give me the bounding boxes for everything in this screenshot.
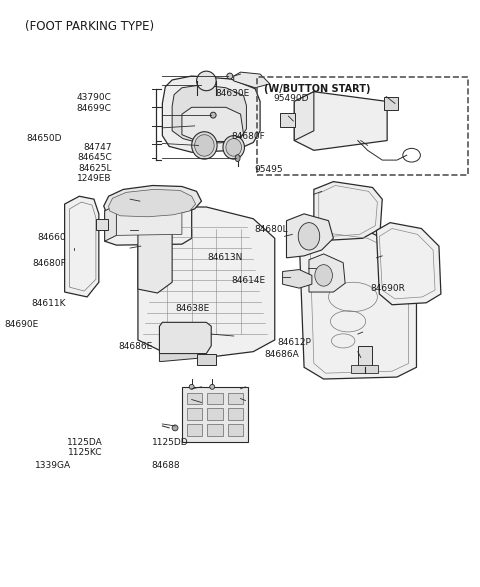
Bar <box>280 113 295 127</box>
Text: 84625L: 84625L <box>78 164 112 173</box>
Polygon shape <box>159 353 206 362</box>
Polygon shape <box>108 190 195 217</box>
Polygon shape <box>105 204 192 245</box>
Text: 43790C: 43790C <box>77 93 112 102</box>
Text: 84747: 84747 <box>83 143 112 151</box>
Bar <box>182 387 248 441</box>
Text: 84660: 84660 <box>37 233 66 242</box>
Bar <box>351 365 378 373</box>
Text: 1125KC: 1125KC <box>68 448 102 457</box>
Polygon shape <box>159 322 211 353</box>
Polygon shape <box>309 254 345 292</box>
Ellipse shape <box>210 384 215 389</box>
Polygon shape <box>234 72 270 88</box>
Text: 84680L: 84680L <box>255 225 288 234</box>
Ellipse shape <box>226 139 241 156</box>
Text: 84611K: 84611K <box>32 299 66 308</box>
Text: 84645C: 84645C <box>77 153 112 162</box>
Ellipse shape <box>210 112 216 118</box>
Ellipse shape <box>298 222 320 250</box>
Bar <box>207 393 223 404</box>
Text: 84630E: 84630E <box>215 89 249 99</box>
Text: 84638E: 84638E <box>175 305 209 313</box>
Text: 84699C: 84699C <box>77 104 112 113</box>
Ellipse shape <box>192 131 217 159</box>
Bar <box>207 424 223 436</box>
Text: 84688: 84688 <box>152 461 180 470</box>
Text: 84680F: 84680F <box>33 259 66 268</box>
Polygon shape <box>65 196 99 297</box>
Ellipse shape <box>315 265 333 286</box>
Polygon shape <box>294 92 314 140</box>
Text: (FOOT PARKING TYPE): (FOOT PARKING TYPE) <box>24 21 154 33</box>
Bar <box>96 219 108 231</box>
Polygon shape <box>138 207 275 357</box>
Text: 1249EB: 1249EB <box>77 174 112 183</box>
Text: 1125DD: 1125DD <box>152 438 188 447</box>
Text: 84690R: 84690R <box>370 285 405 294</box>
Text: 84686A: 84686A <box>264 350 299 359</box>
Text: 1125DA: 1125DA <box>67 438 102 447</box>
Bar <box>228 409 243 420</box>
Text: 1339GA: 1339GA <box>35 461 71 470</box>
Ellipse shape <box>189 384 194 389</box>
Bar <box>197 81 216 95</box>
Text: 95490D: 95490D <box>274 94 309 103</box>
Ellipse shape <box>172 425 178 431</box>
Text: 84613N: 84613N <box>207 254 242 262</box>
Polygon shape <box>283 269 312 288</box>
Polygon shape <box>105 205 117 241</box>
Bar <box>384 97 398 110</box>
Text: 84686E: 84686E <box>119 342 153 351</box>
Polygon shape <box>376 222 441 305</box>
Polygon shape <box>299 227 417 379</box>
Bar <box>228 424 243 436</box>
Ellipse shape <box>197 71 216 91</box>
Polygon shape <box>172 85 246 143</box>
Bar <box>187 424 203 436</box>
Polygon shape <box>117 204 182 235</box>
Text: (W/BUTTON START): (W/BUTTON START) <box>264 84 371 94</box>
Bar <box>358 346 372 367</box>
Text: 84650D: 84650D <box>26 134 61 143</box>
Polygon shape <box>287 214 334 258</box>
Polygon shape <box>314 181 382 240</box>
Polygon shape <box>104 185 202 216</box>
Text: 84680F: 84680F <box>231 133 265 141</box>
Bar <box>207 409 223 420</box>
Polygon shape <box>162 76 260 152</box>
Ellipse shape <box>235 155 240 161</box>
Ellipse shape <box>194 134 214 156</box>
Text: 84614E: 84614E <box>231 276 265 285</box>
Ellipse shape <box>227 73 233 79</box>
Text: 84612P: 84612P <box>277 338 311 347</box>
Bar <box>228 393 243 404</box>
Bar <box>257 77 468 175</box>
Polygon shape <box>294 92 387 150</box>
Bar <box>187 409 203 420</box>
Ellipse shape <box>223 136 244 159</box>
Polygon shape <box>182 107 243 141</box>
Polygon shape <box>197 353 216 365</box>
Polygon shape <box>138 207 172 293</box>
Bar <box>187 393 203 404</box>
Text: 84690E: 84690E <box>5 320 39 329</box>
Text: 95495: 95495 <box>254 165 283 174</box>
